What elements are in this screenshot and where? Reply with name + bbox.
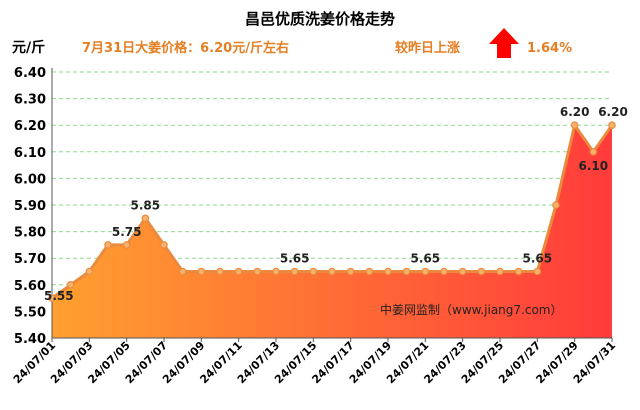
data-markers xyxy=(48,121,616,302)
axes xyxy=(51,68,612,339)
data-label: 5.55 xyxy=(44,289,74,303)
chart-title: 昌邑优质洗姜价格走势 xyxy=(245,10,395,28)
data-label: 6.20 xyxy=(598,105,628,119)
data-label: 5.65 xyxy=(280,252,310,266)
data-point xyxy=(178,267,187,276)
area-fill xyxy=(52,125,612,338)
data-point xyxy=(290,267,299,276)
data-point xyxy=(365,267,374,276)
area-shape xyxy=(52,125,612,338)
y-tick-label: 6.20 xyxy=(14,119,46,134)
data-point xyxy=(402,267,411,276)
data-point xyxy=(234,267,243,276)
data-point xyxy=(85,267,94,276)
x-axis-ticks: 24/07/0124/07/0324/07/0524/07/0724/07/09… xyxy=(11,338,618,386)
data-point xyxy=(48,294,56,302)
data-label: 6.20 xyxy=(560,105,590,119)
data-point xyxy=(477,267,486,276)
data-point xyxy=(160,241,168,249)
data-labels: 5.55 5.75 5.85 5.65 5.65 5.65 6.20 6.10 6.20 xyxy=(44,105,628,303)
y-tick-label: 5.50 xyxy=(14,305,46,320)
y-tick-label: 6.10 xyxy=(14,146,46,161)
data-label: 5.75 xyxy=(112,225,142,239)
data-point xyxy=(496,267,504,276)
change-value: 1.64% xyxy=(527,41,572,56)
y-tick-label: 6.40 xyxy=(14,66,46,81)
data-point xyxy=(66,280,75,289)
data-point xyxy=(104,241,112,249)
data-point xyxy=(141,214,150,223)
data-point xyxy=(272,267,280,276)
data-point xyxy=(122,241,131,249)
data-point xyxy=(253,267,262,276)
y-tick-label: 5.80 xyxy=(14,226,46,241)
data-point xyxy=(197,267,206,276)
data-point xyxy=(328,267,336,276)
data-point xyxy=(608,121,616,130)
data-point xyxy=(533,267,542,276)
data-point xyxy=(589,148,598,156)
y-tick-label: 5.40 xyxy=(14,332,46,347)
change-label: 较昨日上涨 xyxy=(395,40,460,56)
data-point xyxy=(346,267,355,276)
y-tick-label: 5.60 xyxy=(14,279,46,294)
y-tick-label: 5.90 xyxy=(14,199,46,214)
data-label: 5.85 xyxy=(131,198,161,212)
price-note: 7月31日大姜价格：6.20元/斤左右 xyxy=(82,40,289,56)
data-point xyxy=(440,267,448,276)
y-tick-label: 5.70 xyxy=(14,252,46,267)
up-arrow-icon xyxy=(489,28,519,58)
y-tick-label: 6.00 xyxy=(14,172,46,187)
y-axis-ticks: 5.40 5.50 5.60 5.70 5.80 5.90 6.00 6.10 6.20 6.30… xyxy=(14,66,46,347)
data-point xyxy=(421,267,430,276)
data-label: 6.10 xyxy=(579,159,609,173)
data-point xyxy=(309,267,318,276)
data-point xyxy=(514,267,523,276)
data-label: 5.65 xyxy=(523,252,553,266)
data-point xyxy=(458,267,467,276)
data-point xyxy=(216,267,224,276)
watermark: 中姜网监制（www.jiang7.com） xyxy=(380,302,562,317)
data-label: 5.65 xyxy=(411,252,441,266)
data-point xyxy=(552,201,560,209)
unit-label: 元/斤 xyxy=(12,39,45,56)
data-point xyxy=(384,267,392,276)
data-point xyxy=(570,121,579,130)
y-tick-label: 6.30 xyxy=(14,93,46,108)
